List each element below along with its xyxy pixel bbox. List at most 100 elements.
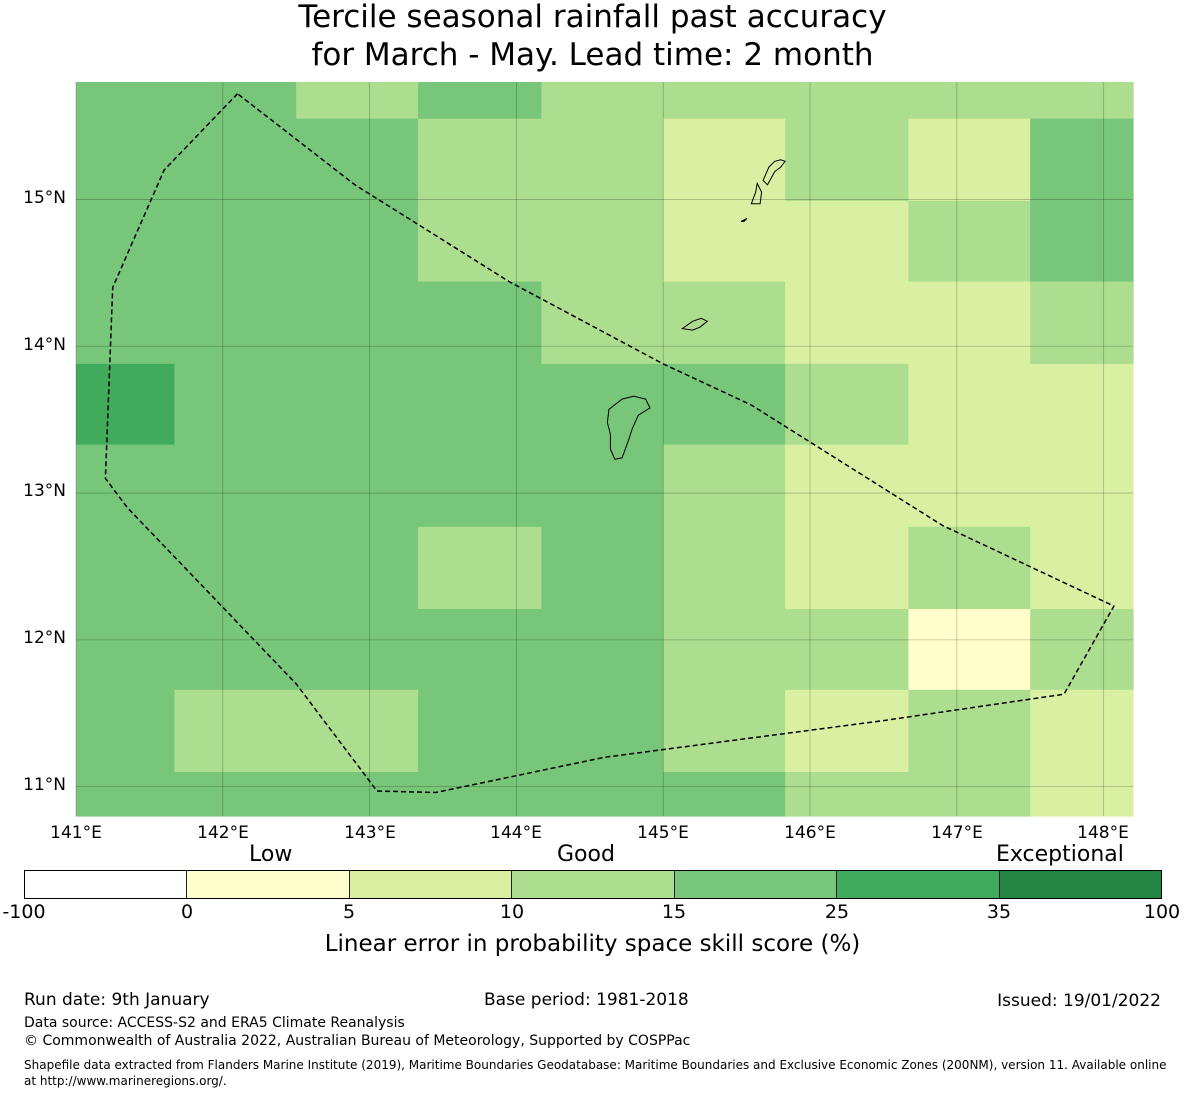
grid-cell [908,281,1031,365]
grid-cell [174,200,297,283]
grid-cell [76,281,175,365]
lon-label-142e: 142°E [197,823,249,843]
run-date: Run date: 9th January [24,990,210,1010]
colorbar-tick: 15 [661,901,687,923]
grid-cell [541,118,664,202]
grid-cell [174,118,297,202]
copyright: © Commonwealth of Australia 2022, Austra… [24,1033,691,1049]
grid-cell [541,444,664,528]
grid-cell [663,281,786,365]
colorbar-tick: 100 [1143,901,1181,923]
grid-cell [1030,526,1134,610]
grid-cell [663,200,786,283]
lon-label-145e: 145°E [637,823,689,843]
grid-cell [541,281,664,365]
grid-cell [908,200,1031,283]
grid-cell [785,118,909,202]
grid-cell [76,609,175,691]
lat-label-15n: 15°N [23,188,66,208]
grid-cell [174,444,297,528]
colorbar-segment [25,871,188,898]
grid-cell [785,82,909,120]
data-source: Data source: ACCESS-S2 and ERA5 Climate … [24,1015,405,1031]
grid-cell [541,82,664,120]
grid-cell [785,363,909,446]
grid-cell [1030,444,1134,528]
grid-cell [541,772,664,817]
colorbar-segment [674,871,838,898]
lon-label-146e: 146°E [784,823,836,843]
grid-cell [296,82,419,120]
colorbar-segment [187,871,350,898]
grid-cell [296,363,419,446]
grid-cell [1030,609,1134,691]
grid-cell [174,82,297,120]
grid-cell [908,526,1031,610]
colorbar-segment [999,871,1161,898]
grid-cell [908,444,1031,528]
grid-cell [1030,200,1134,283]
grid-cell [76,689,175,773]
island-outline [750,181,763,205]
colorbar-tick: -100 [2,901,46,923]
grid-cell [418,118,542,202]
grid-cell [663,689,786,773]
grid-cell [76,82,175,120]
grid-cell [908,689,1031,773]
grid-cell [174,526,297,610]
grid-cell [76,444,175,528]
grid-cell [908,609,1031,691]
grid-cell [76,772,175,817]
grid-cell [296,200,419,283]
grid-cell [908,118,1031,202]
grid-cell [785,609,909,691]
grid-cell [1030,363,1134,446]
grid-cell [76,118,175,202]
base-period: Base period: 1981-2018 [484,990,689,1010]
colorbar-tick: 25 [824,901,850,923]
lon-label-143e: 143°E [344,823,396,843]
grid-cell [174,281,297,365]
grid-cell [1030,281,1134,365]
colorbar-tick: 10 [499,901,525,923]
grid-cell [296,609,419,691]
lon-label-148e: 148°E [1077,823,1129,843]
grid-cell [1030,689,1134,773]
grid-cell [541,689,664,773]
grid-cell [785,689,909,773]
grid-cell [541,200,664,283]
lat-label-11n: 11°N [23,775,66,795]
lon-label-147e: 147°E [931,823,983,843]
colorbar-tick: 35 [986,901,1012,923]
lat-label-14n: 14°N [23,335,66,355]
colorbar-segment [512,871,675,898]
grid-cell [174,689,297,773]
grid-cell [663,772,786,817]
island-outline [606,395,651,460]
grid-cell [174,609,297,691]
grid-cell [418,689,542,773]
grid-cell [76,200,175,283]
grid-cell [785,281,909,365]
skill-score-map [75,82,1134,817]
chart-title-line2: for March - May. Lead time: 2 month [311,37,874,73]
grid-cell [785,772,909,817]
grid-cell [541,363,664,446]
lat-label-12n: 12°N [23,628,66,648]
grid-cell [296,526,419,610]
island-outline [762,159,786,186]
grid-cell [663,609,786,691]
grid-cell [296,689,419,773]
grid-cell [418,82,542,120]
grid-cell [908,363,1031,446]
grid-cell [296,444,419,528]
colorbar-segment [837,871,1000,898]
grid-cell [418,200,542,283]
issued-date: Issued: 19/01/2022 [997,991,1161,1011]
grid-cell [908,82,1031,120]
grid-cell [418,281,542,365]
colorbar-segment [349,871,513,898]
grid-cell [541,526,664,610]
island-outline [740,218,748,222]
lon-label-141e: 141°E [50,823,102,843]
